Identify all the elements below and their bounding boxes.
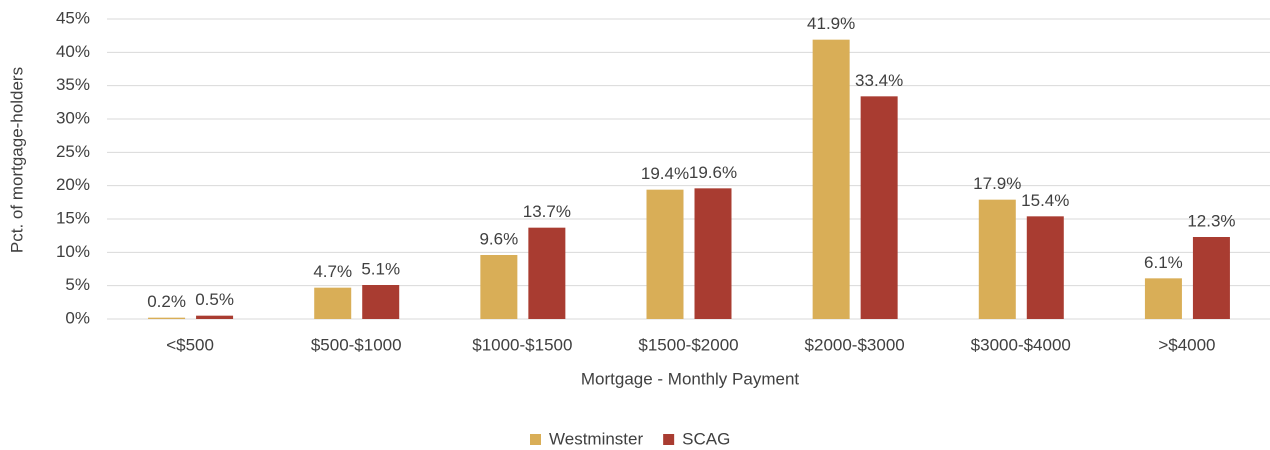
- bar: [1192, 237, 1230, 319]
- x-tick-label: >$4000: [1158, 335, 1215, 354]
- bar: [528, 227, 566, 319]
- legend-swatch: [530, 434, 541, 445]
- data-label: 17.9%: [973, 174, 1021, 193]
- data-label: 0.2%: [147, 292, 186, 311]
- bar: [196, 315, 234, 319]
- y-tick-label: 15%: [56, 208, 90, 227]
- x-tick-label: <$500: [166, 335, 214, 354]
- data-label: 12.3%: [1187, 211, 1235, 230]
- legend-label: SCAG: [682, 429, 730, 448]
- bar: [978, 199, 1016, 319]
- y-tick-label: 40%: [56, 42, 90, 61]
- data-label: 6.1%: [1144, 253, 1183, 272]
- bar: [148, 317, 186, 319]
- data-label: 13.7%: [523, 202, 571, 221]
- bar: [1144, 278, 1182, 319]
- bar: [480, 255, 518, 319]
- x-tick-label: $3000-$4000: [971, 335, 1071, 354]
- y-tick-label: 5%: [65, 275, 90, 294]
- data-label: 0.5%: [195, 290, 234, 309]
- legend-swatch: [663, 434, 675, 445]
- bar: [1026, 216, 1064, 319]
- x-tick-label: $1000-$1500: [472, 335, 572, 354]
- data-label: 41.9%: [807, 14, 855, 33]
- x-axis-label: Mortgage - Monthly Payment: [581, 369, 800, 388]
- y-tick-label: 25%: [56, 142, 90, 161]
- x-tick-label: $2000-$3000: [805, 335, 905, 354]
- y-tick-label: 20%: [56, 175, 90, 194]
- data-label: 9.6%: [479, 229, 518, 248]
- bar: [694, 188, 732, 319]
- bar: [646, 189, 684, 319]
- y-tick-label: 10%: [56, 242, 90, 261]
- bar: [362, 285, 400, 319]
- y-tick-label: 45%: [56, 8, 90, 27]
- data-label: 4.7%: [313, 262, 352, 281]
- y-axis-label: Pct. of mortgage-holders: [7, 67, 26, 253]
- y-tick-label: 30%: [56, 108, 90, 127]
- data-label: 15.4%: [1021, 191, 1069, 210]
- data-label: 5.1%: [361, 259, 400, 278]
- data-label: 33.4%: [855, 71, 903, 90]
- bar: [314, 287, 352, 319]
- data-label: 19.4%: [641, 164, 689, 183]
- bar: [860, 96, 898, 319]
- x-tick-label: $500-$1000: [311, 335, 402, 354]
- data-label: 19.6%: [689, 163, 737, 182]
- y-tick-label: 35%: [56, 75, 90, 94]
- x-tick-label: $1500-$2000: [638, 335, 738, 354]
- legend-label: Westminster: [549, 429, 643, 448]
- bar: [812, 39, 850, 320]
- y-tick-label: 0%: [65, 308, 90, 327]
